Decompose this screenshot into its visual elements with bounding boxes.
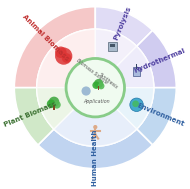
Text: Human Health: Human Health	[92, 130, 98, 186]
Bar	[109, 44, 115, 47]
Bar	[133, 67, 140, 76]
Circle shape	[37, 29, 154, 146]
Circle shape	[130, 98, 143, 112]
Wedge shape	[37, 29, 95, 88]
Circle shape	[94, 79, 103, 88]
Text: Animal Biomass: Animal Biomass	[21, 14, 70, 62]
Circle shape	[93, 125, 97, 129]
Text: Pyrolysis: Pyrolysis	[112, 5, 132, 41]
Wedge shape	[14, 7, 95, 88]
Circle shape	[55, 46, 66, 58]
Wedge shape	[14, 88, 54, 145]
Wedge shape	[38, 129, 153, 169]
Text: Biomass Source: Biomass Source	[75, 58, 108, 85]
Wedge shape	[137, 30, 176, 88]
Wedge shape	[54, 108, 137, 146]
Wedge shape	[95, 29, 137, 67]
Wedge shape	[116, 46, 154, 88]
Wedge shape	[116, 88, 154, 129]
Bar	[53, 105, 55, 110]
Circle shape	[47, 99, 55, 108]
Bar	[98, 86, 99, 90]
Wedge shape	[137, 88, 176, 145]
Circle shape	[55, 47, 72, 65]
Circle shape	[98, 83, 105, 89]
Circle shape	[49, 97, 59, 107]
Circle shape	[92, 81, 100, 89]
Circle shape	[132, 101, 139, 107]
Circle shape	[66, 58, 124, 117]
Wedge shape	[37, 88, 75, 129]
Wedge shape	[95, 7, 153, 46]
Text: Environment: Environment	[135, 102, 185, 127]
Circle shape	[53, 101, 61, 109]
Bar	[136, 64, 137, 69]
Text: Synthesis: Synthesis	[98, 72, 119, 90]
Bar	[108, 42, 117, 51]
Circle shape	[82, 86, 91, 96]
Circle shape	[62, 53, 71, 63]
Text: Plant Biomass: Plant Biomass	[3, 101, 58, 128]
Text: Application: Application	[83, 99, 109, 104]
Text: Hydrothermal: Hydrothermal	[134, 48, 187, 74]
